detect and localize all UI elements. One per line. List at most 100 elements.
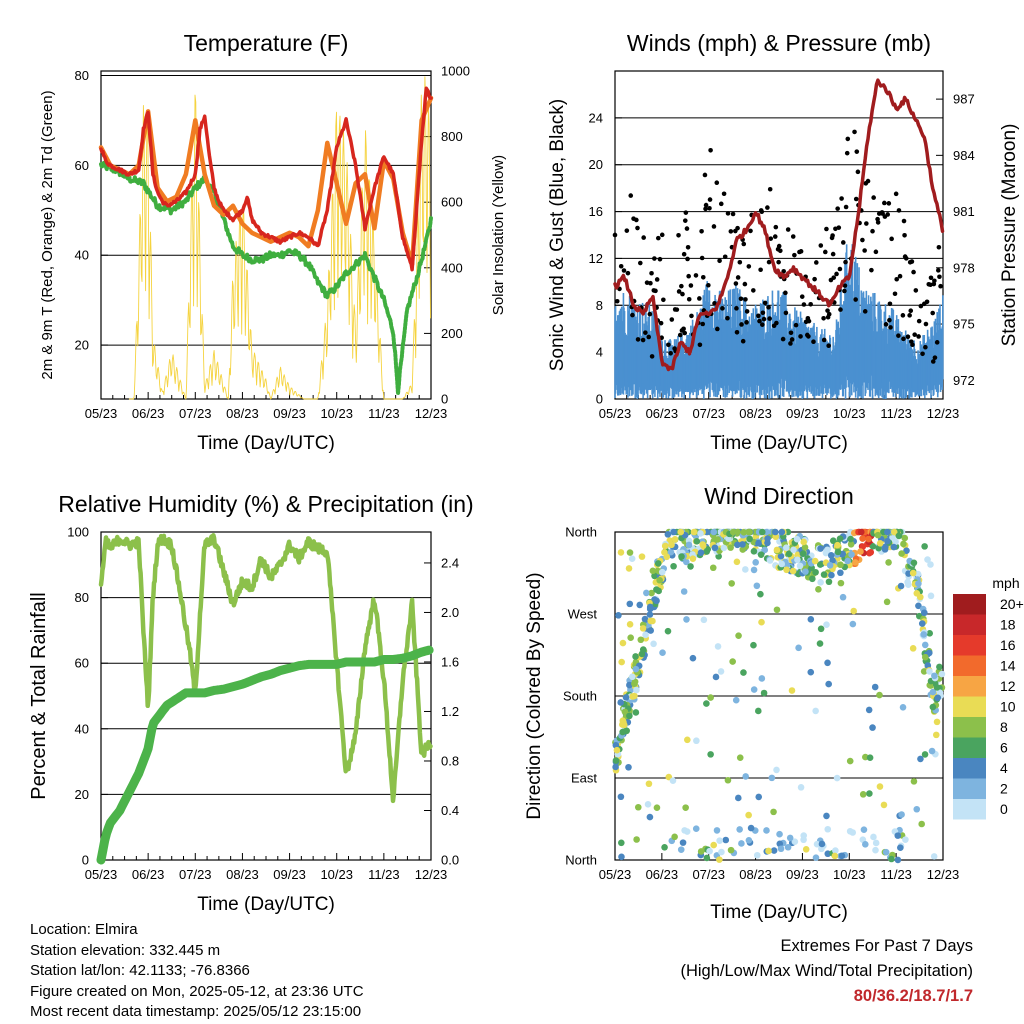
- wind-direction-point: [772, 528, 779, 536]
- winds-ytick-label: 24: [589, 110, 603, 125]
- wind-direction-point: [837, 569, 844, 577]
- wind-direction-point: [627, 634, 634, 642]
- wind-direction-point: [795, 644, 802, 652]
- wind-direction-point: [727, 544, 734, 551]
- winds-ytick-right-label: 987: [953, 92, 975, 107]
- wind-direction-point: [902, 836, 909, 843]
- wind-direction-point: [813, 840, 821, 848]
- dir-ytick-label: East: [571, 771, 597, 786]
- wind-direction-point: [697, 549, 705, 557]
- gust-point: [780, 336, 786, 342]
- wind-direction-point: [860, 826, 868, 833]
- gust-point: [647, 311, 653, 317]
- wind-direction-point: [638, 650, 646, 658]
- wind-direction-point: [697, 848, 705, 855]
- gust-point: [912, 332, 917, 337]
- wind-direction-point: [876, 783, 884, 790]
- gust-point: [888, 325, 893, 330]
- gust-point: [641, 235, 646, 240]
- gust-point: [643, 330, 648, 335]
- wind-direction-point: [915, 580, 922, 587]
- gust-point: [781, 268, 786, 274]
- wind-direction-point: [770, 847, 778, 854]
- gust-point: [830, 251, 836, 257]
- temp-ytick-label: 20: [75, 338, 89, 353]
- temp-title: Temperature (F): [184, 30, 349, 56]
- wind-direction-point: [671, 536, 679, 543]
- gust-point: [905, 334, 911, 340]
- wind-direction-point: [847, 540, 855, 548]
- wind-direction-point: [921, 653, 929, 661]
- wind-direction-point: [662, 542, 669, 550]
- extremes-values: 80/36.2/18.7/1.7: [853, 987, 973, 1005]
- gust-point: [883, 322, 889, 327]
- wind-direction-point: [885, 559, 892, 566]
- wind-direction-point: [800, 538, 808, 546]
- gust-point: [842, 288, 847, 294]
- wind-direction-point: [882, 848, 890, 856]
- gust-point: [635, 225, 640, 231]
- gust-point: [902, 232, 907, 238]
- wind-direction-point: [757, 590, 764, 598]
- temp-xtick-label: 11/23: [368, 406, 400, 421]
- wind-direction-point: [615, 612, 622, 619]
- wind-direction-point: [706, 847, 713, 855]
- wind-direction-point: [661, 844, 668, 851]
- wind-direction-point: [707, 751, 714, 758]
- wind-direction-point: [857, 548, 864, 555]
- gust-point: [836, 225, 842, 230]
- gust-point: [923, 344, 928, 350]
- wind-direction-point: [734, 541, 741, 549]
- gust-point: [886, 201, 892, 206]
- wind-direction-point: [620, 721, 628, 729]
- gust-point: [862, 248, 867, 253]
- wind-direction-point: [720, 544, 728, 552]
- wind-direction-point: [772, 533, 780, 541]
- wind-direction-point: [669, 777, 677, 784]
- gust-point: [901, 336, 906, 342]
- gust-point: [788, 330, 794, 336]
- gust-point: [772, 234, 778, 239]
- wind-direction-point: [904, 578, 911, 586]
- gust-point: [735, 275, 741, 280]
- wind-direction-point: [697, 530, 704, 537]
- dir-xtick-label: 05/23: [599, 867, 632, 882]
- wind-direction-point: [794, 551, 801, 559]
- gust-point: [618, 263, 624, 269]
- wind-direction-point: [782, 544, 790, 551]
- wind-direction-point: [612, 763, 619, 771]
- wind-direction-point: [895, 532, 903, 540]
- wind-direction-point: [626, 600, 634, 608]
- wind-direction-point: [921, 543, 928, 550]
- wind-direction-point: [865, 706, 873, 714]
- gust-point: [728, 229, 734, 234]
- gust-point: [725, 211, 731, 216]
- wind-direction-point: [753, 851, 761, 859]
- gust-point: [684, 226, 690, 231]
- wind-direction-point: [683, 616, 690, 623]
- wind-direction-point: [832, 847, 839, 854]
- wind-direction-point: [800, 836, 807, 844]
- temp-ytick-right-label: 600: [441, 195, 463, 210]
- wind-direction-point: [899, 703, 907, 711]
- wind-direction-point: [755, 539, 762, 547]
- dir-xtick-label: 07/23: [692, 867, 725, 882]
- dir-title: Wind Direction: [704, 483, 854, 509]
- wind-direction-point: [739, 546, 747, 553]
- wind-direction-point: [836, 535, 844, 543]
- wind-direction-point: [689, 654, 697, 662]
- wind-direction-point: [763, 827, 770, 834]
- wind-direction-point: [648, 589, 655, 597]
- wind-direction-point: [761, 546, 769, 554]
- wind-direction-point: [778, 560, 786, 568]
- wind-direction-point: [927, 561, 934, 568]
- wind-direction-point: [617, 699, 625, 706]
- gust-point: [924, 299, 930, 305]
- wind-direction-point: [776, 840, 784, 848]
- rh-ytick-right-label: 0.0: [441, 853, 459, 868]
- gust-point: [634, 217, 639, 223]
- rh-ytick-right-label: 2.4: [441, 555, 459, 570]
- gust-point: [668, 351, 673, 356]
- temp-xtick-label: 06/23: [132, 406, 165, 421]
- gust-point: [734, 329, 740, 335]
